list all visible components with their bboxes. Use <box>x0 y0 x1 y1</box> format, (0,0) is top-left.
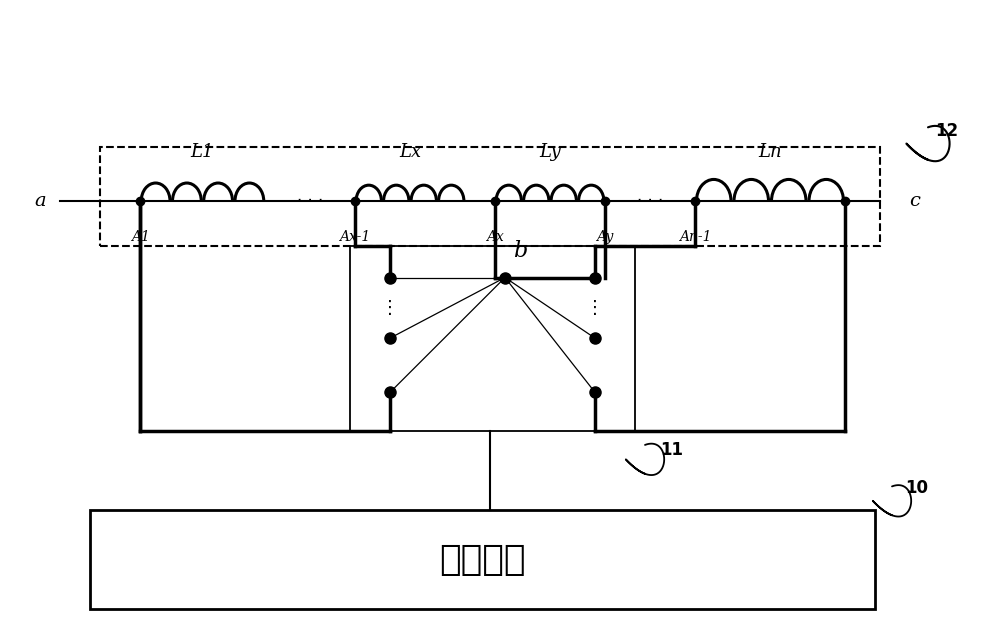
Bar <box>90 510 875 609</box>
Text: · · ·: · · · <box>297 192 323 210</box>
Bar <box>350 246 635 431</box>
Text: 控制模块: 控制模块 <box>439 543 526 577</box>
Text: L1: L1 <box>191 144 214 161</box>
Text: ⋮: ⋮ <box>586 299 604 317</box>
Text: ⋮: ⋮ <box>381 299 399 317</box>
Text: Lx: Lx <box>399 144 421 161</box>
Text: 12: 12 <box>935 122 958 140</box>
Text: b: b <box>513 240 527 262</box>
Text: · · ·: · · · <box>637 192 663 210</box>
Bar <box>100 147 880 246</box>
Text: A1: A1 <box>131 230 149 244</box>
Text: Ln: Ln <box>758 144 782 161</box>
Text: Ly: Ly <box>539 144 561 161</box>
Text: Ay: Ay <box>596 230 614 244</box>
Text: 10: 10 <box>905 479 928 497</box>
Text: Ax: Ax <box>486 230 504 244</box>
Text: c: c <box>910 192 920 210</box>
Text: An-1: An-1 <box>679 230 711 244</box>
Text: Ax-1: Ax-1 <box>339 230 371 244</box>
Text: a: a <box>34 192 46 210</box>
Text: 11: 11 <box>660 441 683 459</box>
